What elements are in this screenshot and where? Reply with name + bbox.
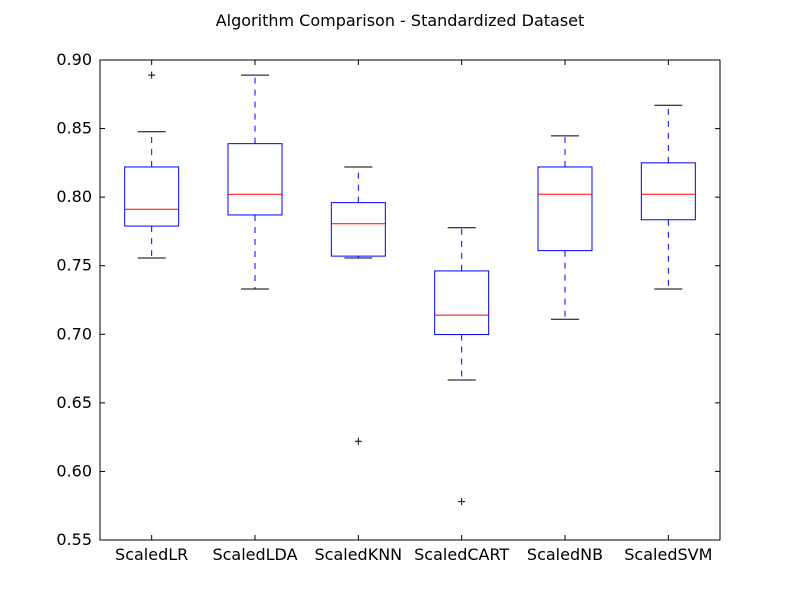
iqr-box [124,166,180,227]
plot-frame [99,59,721,541]
box-group-ScaledSVM [640,104,696,290]
outlier-marker [354,437,362,445]
x-axis: ScaledLR ScaledLDA ScaledKNN ScaledCART Scal… [115,60,712,564]
box-group-ScaledLR [124,71,180,259]
iqr-box [227,143,283,216]
outlier-marker [458,498,466,506]
iqr-box [434,270,490,336]
outlier-marker [148,71,156,79]
x-tick-label-ScaledNB: ScaledNB [527,545,603,564]
x-tick-label-ScaledLDA: ScaledLDA [212,545,297,564]
iqr-box [640,162,696,221]
x-tick-label-ScaledSVM: ScaledSVM [624,545,712,564]
y-tick-label: 0.70 [56,324,92,343]
y-tick-label: 0.60 [56,461,92,480]
box-group-ScaledCART [434,227,490,506]
x-tick-label-ScaledCART: ScaledCART [414,545,509,564]
y-axis: 0.55 0.60 0.65 0.70 0.75 0.80 0.85 0.90 [56,50,720,549]
y-tick-label: 0.80 [56,187,92,206]
box-group-ScaledLDA [227,74,283,290]
chart-title: Algorithm Comparison - Standardized Data… [216,11,585,30]
y-tick-label: 0.55 [56,530,92,549]
x-tick-label-ScaledLR: ScaledLR [115,545,188,564]
plot-marks [124,71,696,506]
box-group-ScaledKNN [330,166,386,445]
iqr-box [537,166,593,252]
box-group-ScaledNB [537,135,593,320]
x-tick-label-ScaledKNN: ScaledKNN [315,545,403,564]
y-tick-label: 0.90 [56,50,92,69]
y-tick-label: 0.85 [56,119,92,138]
y-tick-label: 0.75 [56,256,92,275]
y-tick-label: 0.65 [56,393,92,412]
iqr-box [330,202,386,257]
